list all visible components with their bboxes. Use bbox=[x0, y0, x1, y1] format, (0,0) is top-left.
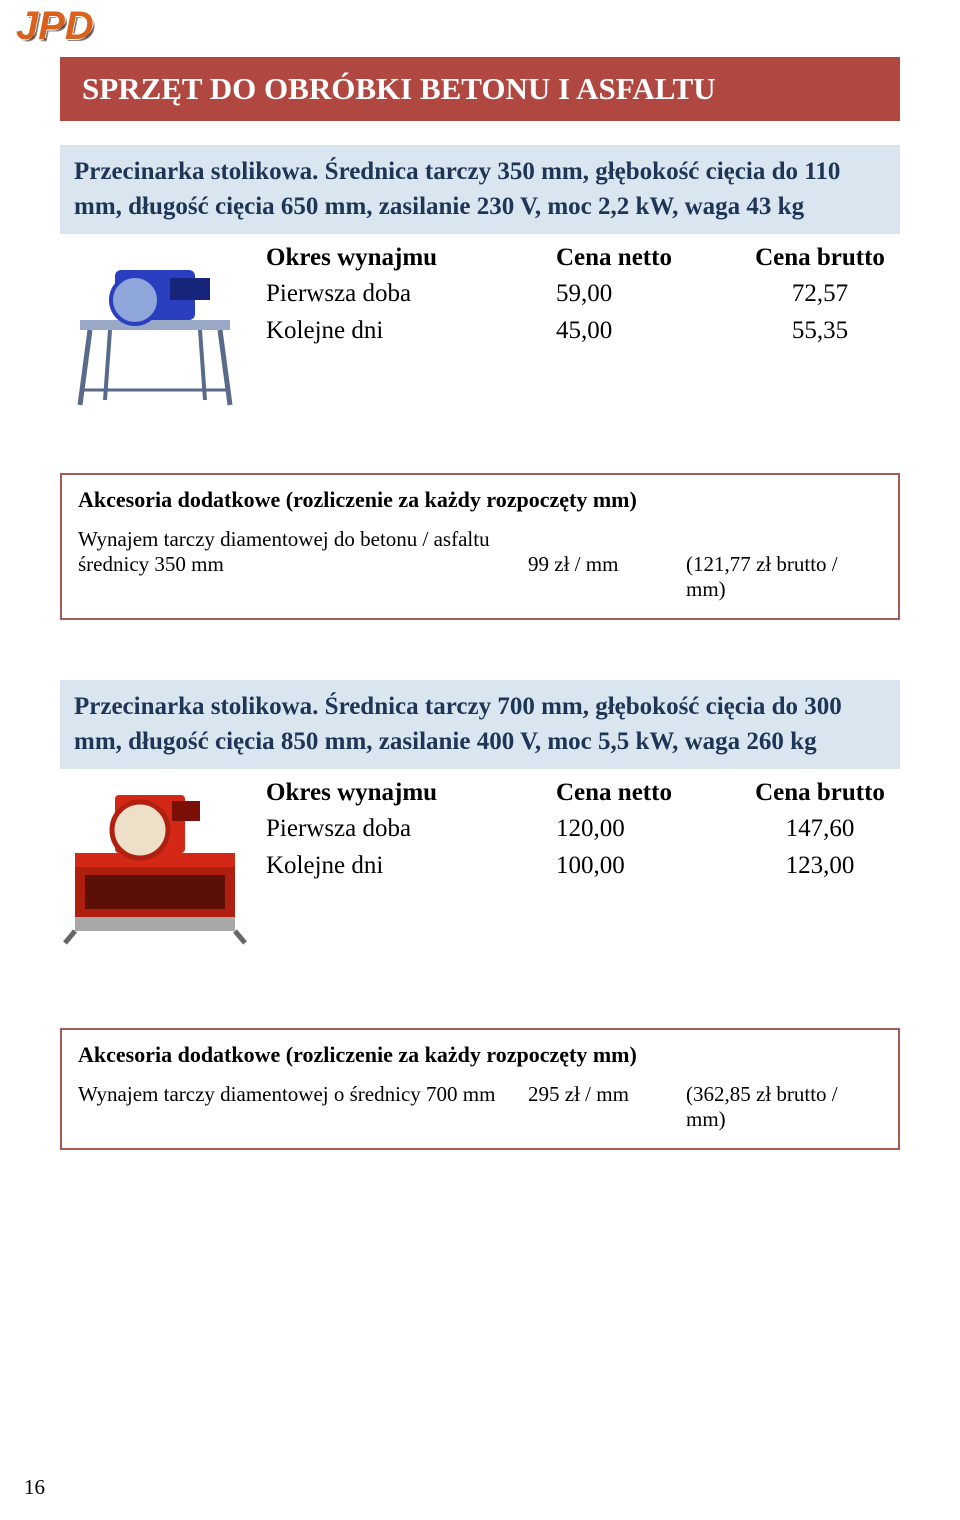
logo: JPD bbox=[16, 4, 900, 49]
item2-next-gross: 123,00 bbox=[740, 848, 900, 884]
row-next-label: Kolejne dni bbox=[266, 313, 556, 349]
item1-title: Przecinarka stolikowa. Średnica tarczy 3… bbox=[60, 145, 900, 234]
row-first-label: Pierwsza doba bbox=[266, 811, 556, 847]
item2-row: Okres wynajmu Cena netto Cena brutto Pie… bbox=[60, 775, 900, 950]
page-number: 16 bbox=[24, 1475, 45, 1500]
item1-first-net: 59,00 bbox=[556, 276, 740, 312]
row-next-label: Kolejne dni bbox=[266, 848, 556, 884]
item1-image bbox=[60, 240, 260, 415]
table-saw-red-icon bbox=[60, 775, 250, 945]
item1-row: Okres wynajmu Cena netto Cena brutto Pie… bbox=[60, 240, 900, 415]
accessory-box-1: Akcesoria dodatkowe (rozliczenie za każd… bbox=[60, 473, 900, 620]
acc2-label: Wynajem tarczy diamentowej o średnicy 70… bbox=[78, 1082, 528, 1132]
item2-next-net: 100,00 bbox=[556, 848, 740, 884]
item2-first-gross: 147,60 bbox=[740, 811, 900, 847]
item2-image bbox=[60, 775, 260, 950]
item2-first-net: 120,00 bbox=[556, 811, 740, 847]
item1-next-gross: 55,35 bbox=[740, 313, 900, 349]
acc2-title: Akcesoria dodatkowe (rozliczenie za każd… bbox=[78, 1042, 882, 1068]
col-net: Cena netto bbox=[556, 775, 740, 811]
acc1-price: 99 zł / mm bbox=[528, 552, 686, 602]
item1-first-gross: 72,57 bbox=[740, 276, 900, 312]
table-saw-icon bbox=[60, 240, 250, 410]
col-gross: Cena brutto bbox=[740, 775, 900, 811]
item2-title: Przecinarka stolikowa. Średnica tarczy 7… bbox=[60, 680, 900, 769]
col-period: Okres wynajmu bbox=[266, 240, 556, 276]
col-period: Okres wynajmu bbox=[266, 775, 556, 811]
section-header: SPRZĘT DO OBRÓBKI BETONU I ASFALTU bbox=[60, 57, 900, 121]
acc1-line1: Wynajem tarczy diamentowej do betonu / a… bbox=[78, 527, 882, 552]
acc1-gross: (121,77 zł brutto / mm) bbox=[686, 552, 882, 602]
item1-price-table: Okres wynajmu Cena netto Cena brutto Pie… bbox=[266, 240, 900, 349]
col-gross: Cena brutto bbox=[740, 240, 900, 276]
row-first-label: Pierwsza doba bbox=[266, 276, 556, 312]
acc1-title: Akcesoria dodatkowe (rozliczenie za każd… bbox=[78, 487, 882, 513]
item2-price-table: Okres wynajmu Cena netto Cena brutto Pie… bbox=[266, 775, 900, 884]
col-net: Cena netto bbox=[556, 240, 740, 276]
acc2-price: 295 zł / mm bbox=[528, 1082, 686, 1132]
acc1-label: średnicy 350 mm bbox=[78, 552, 528, 602]
item1-next-net: 45,00 bbox=[556, 313, 740, 349]
accessory-box-2: Akcesoria dodatkowe (rozliczenie za każd… bbox=[60, 1028, 900, 1150]
acc2-gross: (362,85 zł brutto / mm) bbox=[686, 1082, 882, 1132]
